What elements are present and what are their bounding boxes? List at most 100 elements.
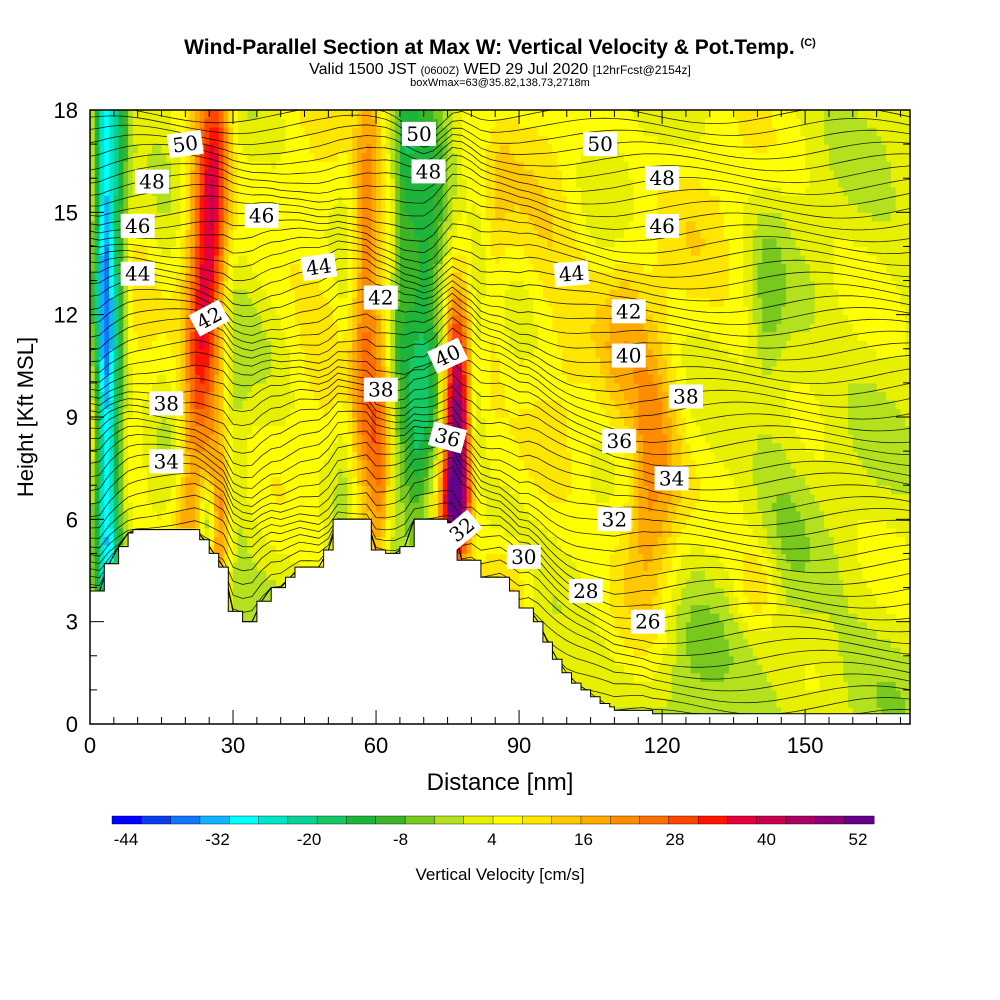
velocity-cell	[123, 297, 129, 307]
velocity-cell	[109, 229, 115, 239]
velocity-cell	[366, 417, 372, 427]
velocity-cell	[337, 127, 344, 137]
velocity-cell	[142, 297, 148, 307]
velocity-cell	[185, 399, 191, 410]
velocity-cell	[352, 169, 358, 179]
velocity-cell	[142, 340, 148, 350]
velocity-cell	[194, 220, 201, 230]
velocity-cell	[361, 425, 368, 435]
velocity-cell	[333, 169, 339, 179]
velocity-cell	[237, 485, 244, 495]
velocity-cell	[385, 331, 391, 341]
velocity-cell	[233, 263, 239, 273]
velocity-cell	[323, 118, 329, 128]
velocity-cell	[242, 280, 248, 290]
velocity-cell	[337, 382, 344, 393]
velocity-cell	[380, 459, 387, 469]
velocity-cell	[304, 519, 310, 529]
velocity-cell	[233, 237, 239, 248]
velocity-cell	[271, 485, 277, 495]
velocity-cell	[290, 254, 296, 265]
velocity-cell	[194, 459, 201, 469]
velocity-cell	[166, 220, 172, 230]
velocity-cell	[318, 425, 325, 435]
velocity-cell	[409, 476, 415, 486]
velocity-cell	[123, 536, 129, 546]
velocity-cell	[128, 340, 134, 350]
velocity-cell	[309, 553, 315, 563]
velocity-cell	[161, 340, 167, 350]
velocity-cell	[204, 527, 210, 537]
velocity-cell	[104, 280, 110, 290]
velocity-cell	[180, 476, 186, 486]
velocity-cell	[328, 434, 334, 444]
velocity-cell	[299, 246, 306, 256]
velocity-cell	[94, 527, 101, 537]
velocity-cell	[404, 169, 411, 179]
velocity-cell	[185, 314, 191, 324]
velocity-cell	[261, 323, 267, 333]
velocity-cell	[104, 476, 110, 486]
velocity-cell	[90, 374, 96, 384]
velocity-cell	[109, 203, 115, 213]
velocity-cell	[380, 519, 387, 529]
velocity-cell	[323, 297, 329, 307]
velocity-cell	[347, 272, 353, 282]
velocity-cell	[99, 246, 105, 256]
velocity-cell	[171, 212, 177, 222]
velocity-cell	[252, 229, 258, 239]
velocity-cell	[194, 212, 201, 222]
velocity-cell	[252, 254, 258, 265]
velocity-cell	[333, 365, 339, 375]
velocity-cell	[242, 127, 248, 137]
velocity-cell	[333, 186, 339, 196]
velocity-cell	[166, 263, 172, 273]
velocity-cell	[123, 331, 129, 341]
velocity-cell	[347, 459, 353, 469]
velocity-cell	[399, 519, 406, 529]
velocity-cell	[204, 178, 210, 188]
velocity-cell	[151, 348, 158, 358]
velocity-cell	[94, 229, 101, 239]
velocity-cell	[90, 127, 96, 137]
velocity-cell	[194, 442, 201, 452]
velocity-cell	[223, 391, 229, 401]
velocity-cell	[94, 570, 101, 580]
velocity-cell	[147, 434, 153, 444]
velocity-cell	[390, 144, 396, 154]
velocity-cell	[361, 459, 368, 469]
velocity-cell	[213, 365, 220, 375]
velocity-cell	[295, 510, 301, 520]
velocity-cell	[361, 476, 368, 486]
velocity-cell	[347, 340, 353, 350]
velocity-cell	[109, 297, 115, 307]
velocity-cell	[380, 118, 387, 128]
velocity-cell	[242, 391, 248, 401]
velocity-cell	[376, 348, 382, 358]
velocity-cell	[366, 425, 372, 435]
velocity-cell	[252, 365, 258, 375]
velocity-cell	[233, 579, 239, 589]
velocity-cell	[199, 451, 206, 461]
velocity-cell	[104, 118, 110, 128]
velocity-cell	[285, 280, 291, 290]
velocity-cell	[261, 502, 267, 512]
velocity-cell	[314, 212, 320, 222]
velocity-cell	[252, 297, 258, 307]
velocity-cell	[171, 220, 177, 230]
velocity-cell	[118, 382, 124, 393]
velocity-cell	[256, 306, 263, 316]
velocity-cell	[242, 408, 248, 418]
velocity-cell	[285, 254, 291, 265]
velocity-cell	[247, 596, 253, 606]
velocity-cell	[209, 161, 215, 171]
velocity-cell	[213, 399, 220, 410]
velocity-cell	[314, 459, 320, 469]
velocity-cell	[118, 348, 124, 358]
velocity-cell	[123, 519, 129, 529]
velocity-cell	[171, 374, 177, 384]
velocity-cell	[290, 536, 296, 546]
velocity-cell	[90, 280, 96, 290]
velocity-cell	[366, 195, 372, 205]
velocity-cell	[299, 459, 306, 469]
